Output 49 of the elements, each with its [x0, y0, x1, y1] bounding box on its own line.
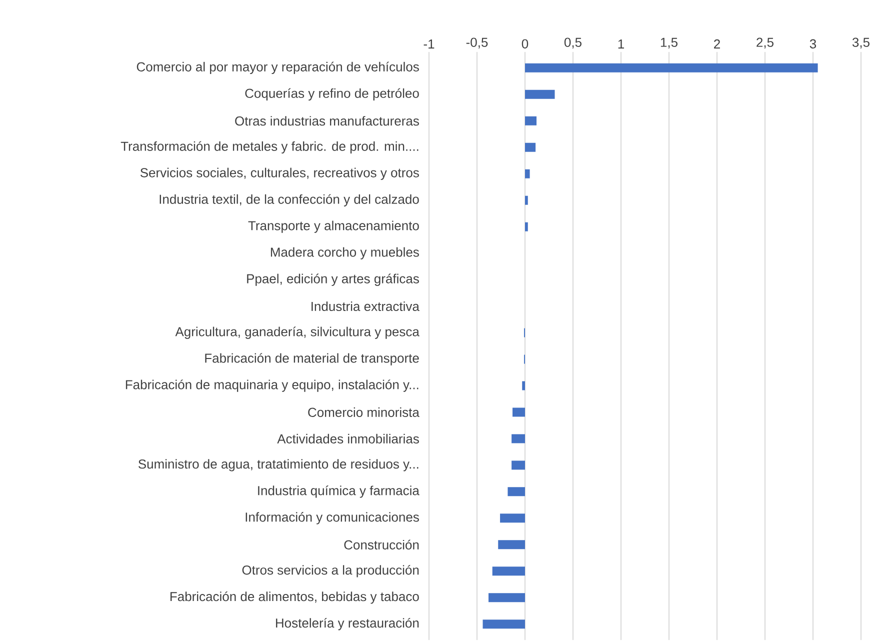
y-tick-label: Suministro de agua, tratatimiento de residuos y...	[138, 459, 418, 472]
bar	[498, 540, 525, 550]
y-tick-label: Fabricación de maquinaria y equipo, instalación y...	[126, 380, 418, 392]
bar	[524, 142, 536, 152]
x-tick-label: 0	[522, 39, 528, 48]
bar	[524, 222, 528, 232]
bar	[524, 169, 530, 178]
bar	[508, 487, 525, 496]
bar	[488, 593, 525, 602]
y-tick-label: Madera corcho y muebles	[270, 247, 419, 260]
x-tick-label: 3	[810, 39, 816, 48]
y-tick-label: Otros servicios a la producción	[242, 564, 419, 578]
y-tick-label: Comercio al por mayor y reparación de vehículos	[136, 62, 419, 74]
y-tick-label: Industria textil, de la confección y del calzado	[160, 194, 419, 206]
y-tick-label: Ppael, edición y artes gráficas	[247, 274, 419, 286]
bar	[524, 116, 537, 126]
x-tick-label: -0,5	[466, 38, 488, 48]
bar	[482, 620, 525, 629]
x-tick-label: 0,5	[564, 38, 582, 48]
x-tick-label: -1	[424, 40, 434, 48]
bar	[524, 196, 528, 205]
y-tick-label: Industria extractiva	[312, 301, 420, 312]
y-tick-label: Agricultura, ganadería, silvicultura y pesca	[175, 326, 420, 339]
bar	[524, 90, 555, 99]
bar	[522, 381, 525, 390]
bar	[512, 408, 525, 417]
y-tick-label: Transporte y almacenamiento	[248, 220, 419, 233]
y-tick-label: Actividades inmobiliarias	[277, 434, 419, 444]
y-tick-label: Otras industrias manufactureras	[235, 116, 419, 126]
y-tick-label: Comercio minorista	[308, 407, 420, 417]
y-tick-label: Servicios sociales, culturales, recreativos y otros	[140, 168, 419, 180]
bar	[524, 63, 818, 72]
y-tick-label: Coquerías y refino de petróleo	[245, 88, 419, 101]
y-tick-label: Hostelería y restauración	[276, 618, 419, 630]
y-tick-label: Fabricación de material de transporte	[205, 353, 419, 366]
y-tick-label: Información y comunicaciones	[246, 512, 419, 524]
bar	[512, 434, 525, 444]
y-tick-label: Fabricación de alimentos, bebidas y tabaco	[170, 591, 419, 604]
y-tick-label: Construcción	[344, 540, 419, 550]
bar	[492, 566, 525, 576]
x-tick-label: 1,5	[660, 38, 678, 48]
x-tick-label: 1	[618, 40, 624, 48]
x-tick-label: 3,5	[852, 38, 870, 48]
bar	[512, 460, 525, 470]
x-tick-label: 2	[714, 39, 720, 48]
x-tick-label: 2,5	[756, 38, 774, 48]
bar	[500, 514, 525, 523]
y-tick-label: Transformación de metales y fabric. de prod. min....	[120, 141, 418, 154]
y-tick-label: Industria química y farmacia	[258, 486, 420, 498]
